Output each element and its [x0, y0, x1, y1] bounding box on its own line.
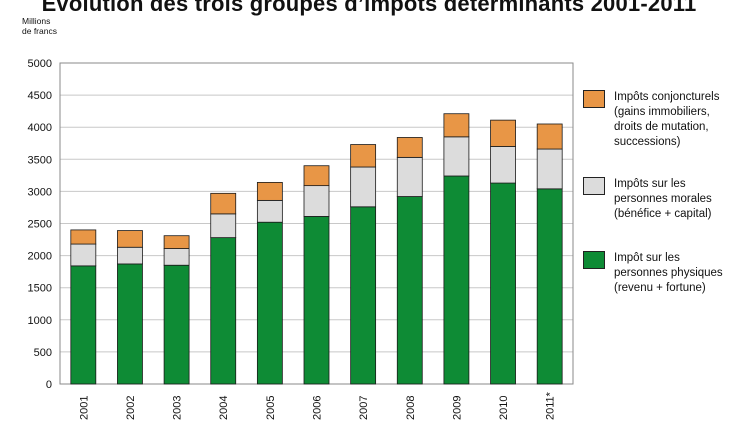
y-tick-label: 500	[34, 347, 52, 359]
legend-line: (revenu + fortune)	[614, 282, 706, 294]
y-axis-unit-label: Millions de francs	[22, 16, 72, 36]
y-tick-label: 5000	[28, 58, 52, 70]
y-tick-label: 0	[46, 379, 52, 391]
bar-segment-conjoncturels	[396, 137, 423, 158]
x-tick-label: 2002	[125, 396, 137, 420]
x-tick-label: 2008	[405, 396, 417, 420]
bar-segment-physiques	[210, 237, 237, 385]
x-tick-label: 2006	[312, 396, 324, 420]
legend-line: personnes physiques	[614, 267, 723, 279]
legend-swatch-conjoncturels	[583, 90, 605, 108]
bar-segment-morales	[210, 213, 237, 239]
y-tick-label: 4000	[28, 122, 52, 134]
bar-segment-physiques	[490, 182, 516, 385]
legend-line: successions)	[614, 136, 681, 148]
legend-label-conjoncturels: Impôts conjoncturels (gains immobiliers,…	[614, 90, 738, 150]
bar-segment-morales	[350, 166, 377, 208]
bar-segment-conjoncturels	[70, 229, 97, 245]
x-tick-label: 2010	[498, 396, 510, 420]
legend-line: (bénéfice + capital)	[614, 208, 712, 220]
bar-segment-physiques	[163, 264, 190, 385]
legend-swatch-morales	[583, 177, 605, 195]
x-tick-label: 2009	[451, 396, 463, 420]
bar-segment-morales	[396, 156, 423, 197]
legend-label-morales: Impôts sur les personnes morales (bénéfi…	[614, 177, 738, 222]
bar-segment-conjoncturels	[163, 235, 190, 249]
y-tick-label: 3500	[28, 154, 52, 166]
bar-segment-physiques	[396, 196, 423, 385]
bar-segment-conjoncturels	[490, 119, 516, 147]
bar-segment-morales	[163, 248, 190, 266]
x-tick-label: 2007	[358, 396, 370, 420]
x-tick-label: 2001	[78, 396, 90, 420]
bar-segment-morales	[70, 243, 97, 267]
bar-segment-morales	[536, 148, 563, 190]
bar-segment-conjoncturels	[303, 165, 330, 187]
bar-segment-morales	[303, 185, 330, 217]
y-axis-unit-line: Millions	[22, 16, 51, 26]
bar-segment-physiques	[350, 206, 377, 385]
bar-segment-physiques	[256, 221, 283, 385]
bar-segment-morales	[443, 136, 470, 177]
legend-line: personnes morales	[614, 193, 712, 205]
bar-segment-conjoncturels	[350, 144, 377, 168]
y-tick-label: 2500	[28, 219, 52, 231]
bar-segment-conjoncturels	[256, 182, 283, 201]
y-axis-unit-line: de francs	[22, 26, 57, 36]
bar-segment-physiques	[117, 263, 143, 385]
x-tick-label: 2011*	[545, 391, 557, 420]
legend-line: Impôt sur les	[614, 252, 680, 264]
bar-segment-physiques	[303, 216, 330, 385]
bar-segment-morales	[490, 146, 516, 184]
bar-segment-morales	[117, 246, 143, 265]
bar-segment-physiques	[443, 175, 470, 385]
legend-line: (gains immobiliers,	[614, 106, 710, 118]
legend-label-physiques: Impôt sur les personnes physiques (reven…	[614, 251, 738, 296]
chart-title: Évolution des trois groupes d’impôts dét…	[41, 0, 697, 16]
bar-segment-physiques	[536, 188, 563, 385]
bar-segment-physiques	[70, 265, 97, 385]
y-tick-label: 3000	[28, 186, 52, 198]
legend-line: Impôts conjoncturels	[614, 91, 720, 103]
y-tick-label: 1000	[28, 315, 52, 327]
y-tick-label: 4500	[28, 90, 52, 102]
x-tick-label: 2003	[172, 396, 184, 420]
bar-segment-conjoncturels	[210, 192, 237, 215]
bar-segment-conjoncturels	[117, 230, 143, 248]
legend-swatch-physiques	[583, 251, 605, 269]
legend-line: Impôts sur les	[614, 178, 686, 190]
bar-segment-conjoncturels	[536, 123, 563, 150]
bar-segment-conjoncturels	[443, 113, 470, 138]
y-tick-label: 2000	[28, 251, 52, 263]
bar-segment-morales	[256, 199, 283, 223]
y-tick-label: 1500	[28, 283, 52, 295]
legend-line: droits de mutation,	[614, 121, 709, 133]
x-tick-label: 2005	[265, 396, 277, 420]
x-tick-label: 2004	[218, 396, 230, 420]
